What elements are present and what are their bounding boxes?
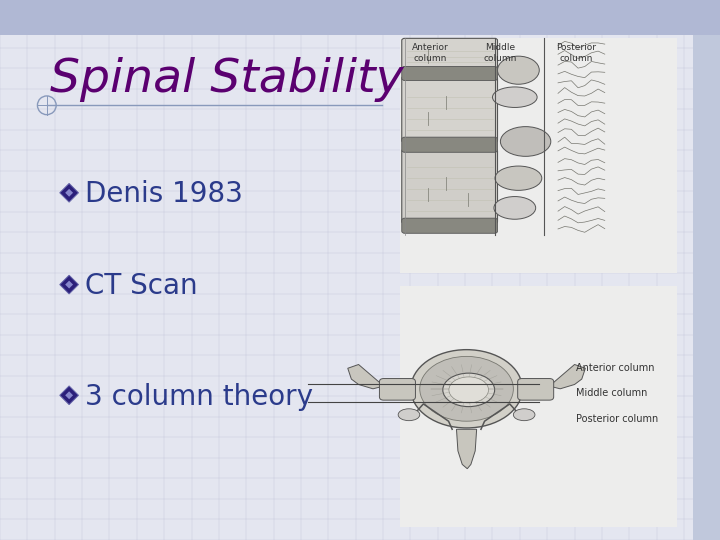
FancyBboxPatch shape [402,218,498,233]
Ellipse shape [398,409,420,421]
Polygon shape [66,281,73,288]
Text: Posterior
column: Posterior column [556,43,596,63]
Ellipse shape [500,126,551,157]
Text: Anterior column: Anterior column [576,363,654,373]
FancyBboxPatch shape [402,76,498,143]
FancyBboxPatch shape [402,66,498,80]
Text: Middle column: Middle column [576,388,647,399]
FancyBboxPatch shape [402,149,498,224]
Ellipse shape [492,87,537,107]
Polygon shape [66,392,73,399]
Text: Anterior
column: Anterior column [412,43,449,63]
Polygon shape [60,184,78,202]
FancyBboxPatch shape [0,0,720,35]
Text: Middle
column: Middle column [484,43,517,63]
Ellipse shape [449,377,489,403]
Ellipse shape [443,373,495,407]
Polygon shape [66,189,73,197]
Polygon shape [456,429,477,469]
Ellipse shape [494,197,536,219]
Polygon shape [60,275,78,294]
Text: 3 column theory: 3 column theory [85,383,313,411]
Text: Spinal Stability: Spinal Stability [50,57,404,102]
Polygon shape [60,386,78,404]
Ellipse shape [420,356,513,421]
FancyBboxPatch shape [693,35,720,540]
FancyBboxPatch shape [400,38,677,273]
Text: Denis 1983: Denis 1983 [85,180,243,208]
Polygon shape [549,364,585,389]
Text: CT Scan: CT Scan [85,272,197,300]
FancyBboxPatch shape [402,38,498,71]
Ellipse shape [513,409,535,421]
FancyBboxPatch shape [379,379,415,400]
FancyBboxPatch shape [402,137,498,152]
FancyBboxPatch shape [518,379,554,400]
FancyBboxPatch shape [400,286,677,526]
Text: Posterior column: Posterior column [576,414,658,423]
Ellipse shape [410,350,523,428]
Ellipse shape [495,166,541,190]
Ellipse shape [498,56,539,84]
Polygon shape [348,364,384,389]
